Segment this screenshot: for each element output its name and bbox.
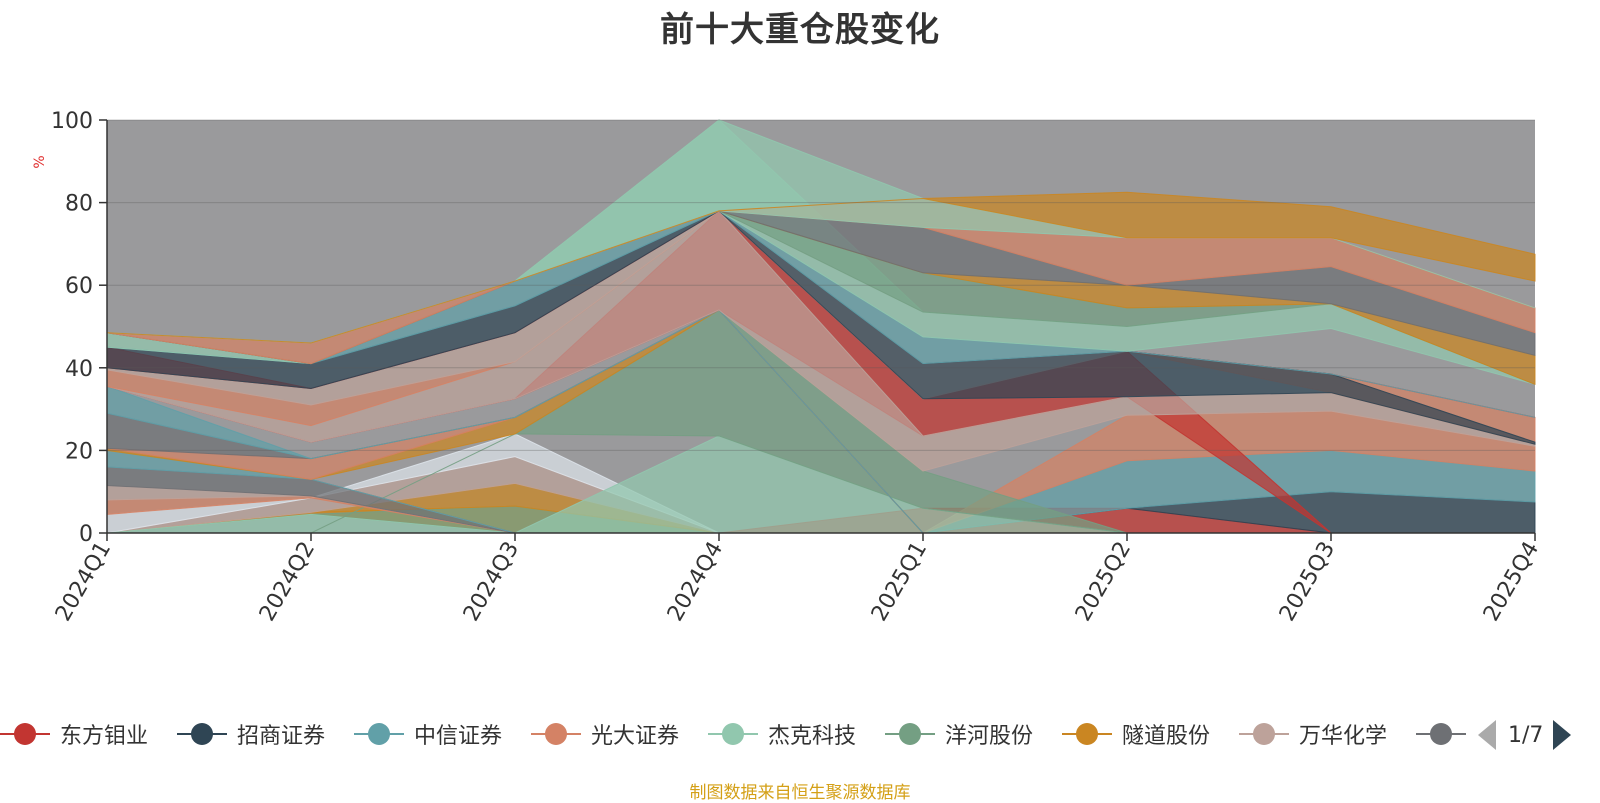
legend-label: 光大证券 (591, 724, 680, 749)
legend-item[interactable]: 东方钼业 (0, 714, 148, 754)
legend-marker-icon (708, 714, 758, 754)
legend-label: 隧道股份 (1122, 724, 1211, 749)
legend-item[interactable]: 光大证券 (531, 714, 679, 754)
y-tick-label: 0 (79, 522, 93, 547)
legend-label: 万华化学 (1299, 724, 1388, 749)
legend-item[interactable]: 招商证券 (177, 714, 325, 754)
x-tick-label: 2024Q3 (459, 538, 524, 626)
legend-marker-icon (531, 714, 581, 754)
legend-dot (1253, 723, 1275, 745)
legend-dot (14, 723, 36, 745)
legend-marker-icon (0, 714, 50, 754)
legend-label: 杰克科技 (768, 724, 857, 749)
legend-label: 中信证券 (414, 724, 503, 749)
legend-item[interactable] (1416, 714, 1470, 754)
x-tick-label: 2024Q1 (51, 538, 116, 626)
legend-marker-icon (177, 714, 227, 754)
legend-label: 洋河股份 (945, 724, 1034, 749)
legend-marker-icon (1416, 714, 1466, 754)
pager-prev-icon[interactable] (1478, 720, 1496, 750)
area-band-32 (106, 191, 1536, 344)
legend-item[interactable]: 中信证券 (354, 714, 502, 754)
legend-marker-icon (885, 714, 935, 754)
legend-marker-icon (1239, 714, 1289, 754)
legend-dot (191, 723, 213, 745)
chart-area: 0 20 40 60 80 100% 2024Q1 2024Q2 2024Q3 2024Q4 202… (32, 109, 1544, 626)
y-tick-label: 100 (51, 109, 93, 134)
legend-dot (1430, 723, 1452, 745)
pager-next-icon[interactable] (1553, 720, 1572, 750)
legend-pager: 1/7 (1470, 716, 1600, 754)
y-tick-label: 40 (65, 357, 93, 382)
legend-item[interactable]: 隧道股份 (1062, 714, 1210, 754)
legend-item[interactable]: 杰克科技 (708, 714, 856, 754)
legend: 东方钼业 招商证券 中信证券 光大证券 杰克科技 洋河股份 隧道股份 万华化学 (0, 714, 1470, 754)
legend-dot (545, 723, 567, 745)
legend-dot (1076, 723, 1098, 745)
x-tick-label: 2025Q1 (867, 538, 932, 626)
legend-label: 东方钼业 (60, 724, 149, 749)
legend-item[interactable]: 洋河股份 (885, 714, 1033, 754)
legend-marker-icon (354, 714, 404, 754)
x-tick-label: 2025Q2 (1071, 538, 1136, 626)
legend-item[interactable]: 万华化学 (1239, 714, 1387, 754)
pager-text: 1/7 (1508, 722, 1544, 748)
y-axis-unit-label: % (32, 155, 48, 168)
chart-title: 前十大重仓股变化 (660, 10, 940, 50)
y-tick-label: 60 (65, 274, 93, 299)
footer-note: 制图数据来自恒生聚源数据库 (689, 783, 911, 803)
x-tick-label: 2024Q2 (255, 538, 320, 626)
x-tick-label: 2024Q4 (663, 538, 728, 626)
legend-label: 招商证券 (237, 724, 326, 749)
legend-dot (899, 723, 921, 745)
legend-dot (722, 723, 744, 745)
legend-dot (368, 723, 390, 745)
x-tick-label: 2025Q4 (1479, 538, 1544, 626)
y-tick-label: 80 (65, 192, 93, 217)
x-tick-label: 2025Q3 (1275, 538, 1340, 626)
y-tick-label: 20 (65, 439, 93, 464)
legend-marker-icon (1062, 714, 1112, 754)
